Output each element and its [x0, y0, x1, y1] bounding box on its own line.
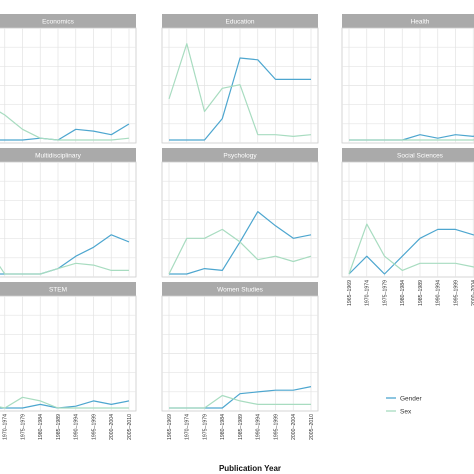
facet-title: STEM	[49, 286, 67, 293]
x-tick-label: 2005–2010	[127, 414, 133, 440]
facet-title: Multidisciplinary	[35, 152, 82, 159]
x-tick-label: 1970–1974	[365, 280, 371, 306]
x-tick-label: 1990–1994	[256, 414, 262, 440]
facet-strip	[162, 14, 318, 28]
series-line-sex	[0, 262, 129, 275]
facet-title: Education	[226, 18, 255, 25]
series-line-sex	[0, 396, 129, 409]
x-tick-label: 2000–2004	[471, 280, 474, 306]
x-tick-label: 2000–2004	[291, 414, 297, 440]
legend-label-gender: Gender	[400, 395, 423, 402]
facet-strip	[342, 14, 474, 28]
facet-women-studies: Women Studies 1965–1969 1970–1974 1975–1979…	[161, 282, 319, 440]
facet-health: Health	[341, 14, 474, 144]
x-tick-label: 1970–1974	[185, 414, 191, 440]
x-tick-label: 1990–1994	[74, 414, 80, 440]
legend: Gender Sex	[386, 395, 423, 415]
series-line-gender	[169, 57, 311, 141]
facet-psychology: Psychology	[161, 148, 319, 278]
x-tick-label: 1995–1999	[453, 280, 459, 306]
facet-multidisciplinary: Multidisciplinary	[0, 148, 137, 278]
x-tick-label: 1975–1979	[382, 280, 388, 306]
facet-title: Psychology	[223, 152, 257, 159]
series-line-sex	[168, 228, 312, 275]
facet-strip	[162, 148, 318, 162]
x-tick-label: 2005–2010	[309, 414, 315, 440]
x-tick-label: 1985–1989	[56, 414, 62, 440]
facet-strip	[162, 282, 318, 296]
series-line-sex	[0, 111, 130, 141]
x-tick-label: 1980–1984	[220, 414, 226, 440]
x-tick-label: 1970–1974	[3, 414, 9, 440]
x-tick-label: 1965–1969	[347, 280, 353, 306]
x-tick-label: 1990–1994	[436, 280, 442, 306]
series-line-sex	[168, 43, 312, 137]
x-tick-label: 1985–1989	[238, 414, 244, 440]
facet-education: Education	[161, 14, 319, 144]
facet-social-sciences: Social Sciences 1965–1969 1970–1974 1975–19…	[341, 148, 474, 306]
series-line-sex	[349, 139, 474, 141]
facet-title: Women Studies	[217, 286, 264, 293]
series-line-sex	[348, 223, 474, 275]
x-tick-label: 2000–2004	[109, 414, 115, 440]
legend-label-sex: Sex	[400, 408, 412, 415]
x-tick-label: 1995–1999	[273, 414, 279, 440]
facet-title: Social Sciences	[397, 152, 444, 159]
x-tick-label: 1965–1969	[167, 414, 173, 440]
facet-title: Health	[411, 18, 430, 25]
facet-economics: Economics	[0, 14, 137, 144]
series-line-sex	[169, 394, 311, 409]
facet-stem: STEM1965–19691970–19741975–19791980–1984…	[0, 282, 137, 440]
facet-panels: Economics Education Health Multidisciplinar…	[0, 14, 474, 440]
series-line-gender	[348, 228, 474, 275]
x-tick-label: 1995–1999	[91, 414, 97, 440]
x-tick-label: 1975–1979	[20, 414, 26, 440]
facet-strip	[342, 148, 474, 162]
x-tick-label: 1975–1979	[202, 414, 208, 440]
x-tick-label: 1985–1989	[418, 280, 424, 306]
facet-strip	[0, 148, 136, 162]
facet-strip	[0, 14, 136, 28]
facet-strip	[0, 282, 136, 296]
facet-title: Economics	[42, 18, 75, 25]
x-tick-label: 1980–1984	[400, 280, 406, 306]
x-tick-label: 1980–1984	[38, 414, 44, 440]
x-axis-title: Publication Year	[219, 464, 281, 473]
